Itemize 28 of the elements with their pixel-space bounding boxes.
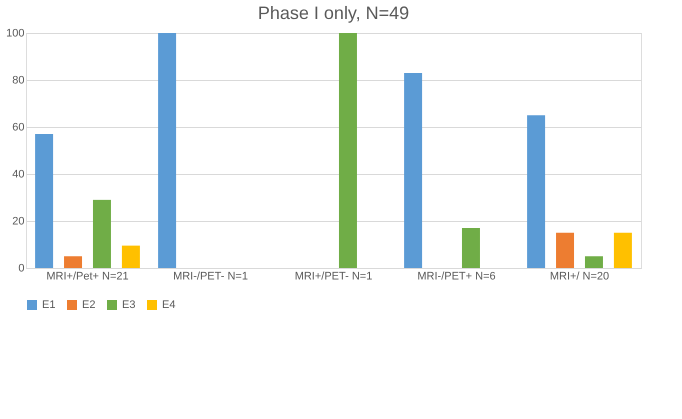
y-tick-label: 80: [12, 74, 24, 86]
y-tick-label: 40: [12, 168, 24, 180]
bar: [404, 72, 422, 268]
x-tick-label: MRI+/ N=20: [550, 270, 610, 282]
bar: [158, 33, 176, 268]
y-tick-label: 20: [12, 216, 24, 228]
legend-label: E4: [162, 299, 176, 311]
y-tick-label: 0: [18, 262, 24, 274]
legend-label: E1: [42, 299, 56, 311]
bar: [614, 232, 632, 268]
legend-label: E2: [82, 299, 96, 311]
x-tick-label: MRI+/PET- N=1: [294, 270, 372, 282]
bar: [338, 33, 357, 268]
bar: [35, 134, 54, 268]
bar: [122, 246, 140, 268]
y-tick-label: 60: [12, 122, 24, 134]
bar: [92, 200, 111, 268]
x-tick-label: MRI+/Pet+ N=21: [46, 270, 129, 282]
legend-label: E3: [122, 299, 136, 311]
chart-title: Phase I only, N=49: [258, 3, 410, 23]
bar: [64, 256, 82, 268]
bar: [584, 256, 603, 268]
x-tick-label: MRI-/PET- N=1: [173, 270, 248, 282]
bar: [527, 115, 546, 268]
y-tick-label: 100: [6, 28, 24, 40]
x-tick-label: MRI-/PET+ N=6: [417, 270, 496, 282]
bar: [462, 228, 480, 268]
bar: [556, 232, 574, 268]
